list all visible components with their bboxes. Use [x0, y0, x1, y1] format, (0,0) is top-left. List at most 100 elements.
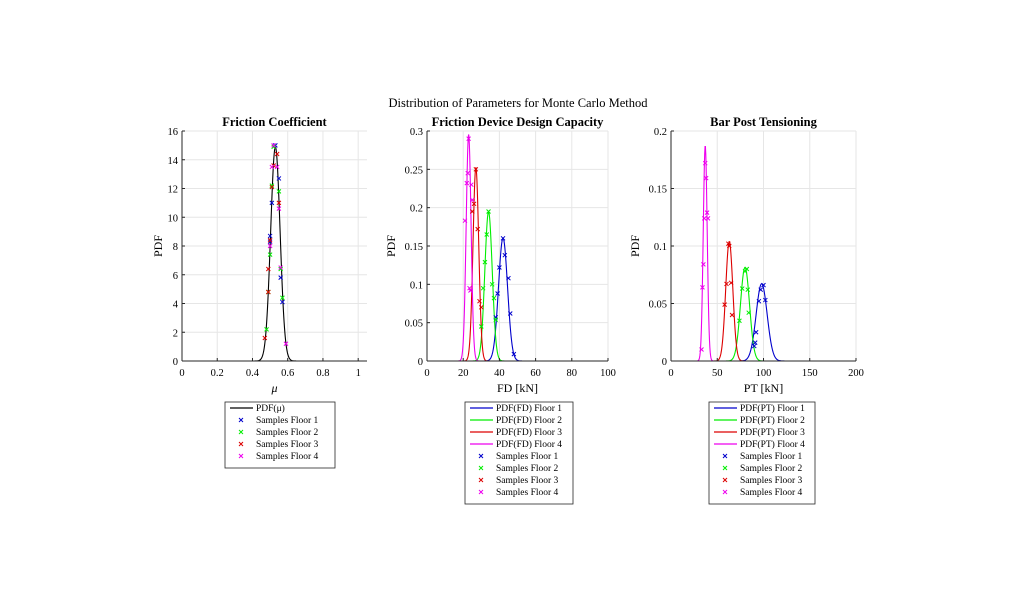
sample-point-samples-floor-4	[700, 285, 705, 290]
sample-point-samples-floor-1	[762, 297, 768, 303]
sample-point-samples-floor-2	[744, 266, 750, 272]
sample-point-samples-floor-2	[276, 189, 282, 194]
sample-point-samples-floor-2	[486, 209, 491, 214]
sample-point-samples-floor-4	[467, 285, 472, 291]
sample-point-samples-floor-4	[274, 164, 280, 170]
x-tick-label: 50	[712, 368, 723, 379]
sample-point-samples-floor-2	[745, 287, 751, 293]
sample-point-samples-floor-1	[506, 275, 511, 281]
x-tick-label: 150	[802, 368, 818, 379]
sample-point-samples-floor-1	[502, 252, 508, 258]
pdf-curve-pdf-fd-floor-3	[427, 167, 608, 362]
sample-point-samples-floor-4	[705, 216, 711, 221]
x-tick-label: 40	[494, 368, 505, 379]
sample-point-samples-floor-4	[704, 210, 710, 216]
sample-point-samples-floor-2	[478, 324, 484, 329]
sample-point-samples-floor-4	[466, 136, 471, 142]
x-tick-label: 0.6	[281, 368, 294, 379]
x-axis-label: PT [kN]	[744, 381, 783, 395]
y-tick-label: 8	[173, 242, 178, 253]
sample-point-samples-floor-1	[500, 235, 506, 241]
sample-point-samples-floor-1	[497, 265, 502, 270]
legend-marker-swatch	[478, 453, 484, 459]
x-tick-label: 0	[668, 368, 673, 379]
sample-point-samples-floor-4	[469, 197, 475, 203]
sample-point-samples-floor-2	[278, 266, 284, 272]
chart-title: Friction Device Design Capacity	[432, 115, 605, 129]
sample-point-samples-floor-3	[265, 266, 271, 272]
y-tick-label: 0.3	[410, 127, 423, 138]
chart-title: Bar Post Tensioning	[710, 115, 818, 129]
legend-marker-swatch	[478, 465, 484, 471]
sample-point-samples-floor-3	[262, 335, 268, 341]
legend-entry: Samples Floor 1	[740, 452, 803, 462]
sample-point-samples-floor-3	[475, 226, 481, 232]
sample-point-samples-floor-1	[758, 287, 764, 293]
legend-marker-swatch	[238, 441, 244, 447]
x-tick-label: 0.8	[316, 368, 329, 379]
sample-point-samples-floor-2	[491, 295, 497, 301]
y-tick-label: 0	[418, 357, 423, 368]
sample-point-samples-floor-1	[761, 282, 766, 288]
x-tick-label: 60	[530, 368, 541, 379]
y-tick-label: 0	[173, 357, 178, 368]
sample-point-samples-floor-2	[269, 183, 275, 188]
sample-point-samples-floor-1	[269, 200, 275, 206]
y-tick-label: 0.2	[410, 204, 423, 215]
sample-point-samples-floor-2	[484, 232, 490, 237]
sample-point-samples-floor-4	[468, 182, 474, 188]
sample-point-samples-floor-4	[269, 164, 275, 170]
x-tick-label: 100	[756, 368, 772, 379]
pdf-curve-pdf-fd-floor-4	[427, 134, 608, 362]
x-tick-label: 0.4	[246, 368, 260, 379]
sample-point-samples-floor-1	[756, 298, 762, 304]
sample-point-samples-floor-3	[269, 184, 275, 190]
sample-point-samples-floor-1	[751, 343, 757, 349]
legend-entry: PDF(PT) Floor 2	[740, 415, 805, 426]
legend-entry: Samples Floor 2	[496, 464, 559, 474]
sample-point-samples-floor-1	[267, 233, 273, 239]
sample-point-samples-floor-2	[482, 259, 488, 265]
y-tick-label: 14	[168, 156, 179, 167]
sample-point-samples-floor-2	[737, 318, 742, 324]
sample-point-samples-floor-2	[267, 252, 273, 257]
legend-entry: PDF(PT) Floor 3	[740, 427, 805, 438]
y-tick-label: 0.25	[405, 165, 423, 176]
x-tick-label: 200	[848, 368, 864, 379]
legend-entry: PDF(FD) Floor 2	[496, 415, 562, 426]
sample-point-samples-floor-3	[729, 312, 735, 318]
sample-point-samples-floor-3	[722, 302, 728, 308]
legend-box	[224, 401, 336, 469]
sample-point-samples-floor-2	[271, 144, 276, 150]
legend-marker-swatch	[478, 477, 484, 483]
y-tick-label: 6	[173, 271, 178, 282]
legend-entry: Samples Floor 3	[256, 440, 319, 450]
sample-point-samples-floor-4	[465, 170, 471, 176]
legend-marker-swatch	[478, 489, 484, 495]
sample-point-samples-floor-1	[511, 351, 517, 357]
sample-point-samples-floor-3	[473, 166, 479, 172]
legend-entry: PDF(PT) Floor 1	[740, 403, 805, 414]
sample-point-samples-floor-4	[276, 206, 282, 211]
legend-entry: PDF(μ)	[256, 403, 285, 414]
legend-entry: Samples Floor 2	[256, 428, 319, 438]
legend-entry: PDF(PT) Floor 4	[740, 439, 805, 450]
legend-box	[464, 401, 574, 505]
x-tick-label: 0	[179, 368, 184, 379]
sample-point-samples-floor-4	[283, 341, 289, 347]
y-tick-label: 4	[173, 300, 179, 311]
sample-point-samples-floor-2	[489, 281, 495, 287]
sample-point-samples-floor-3	[728, 280, 734, 286]
y-tick-label: 0.15	[649, 185, 667, 196]
sample-point-samples-floor-1	[752, 340, 758, 345]
y-tick-label: 0.2	[654, 127, 667, 138]
legend-entry: PDF(FD) Floor 1	[496, 403, 562, 414]
sample-point-samples-floor-3	[726, 243, 732, 249]
sample-point-samples-floor-2	[746, 310, 752, 316]
sample-point-samples-floor-4	[267, 243, 273, 249]
legend-marker-swatch	[238, 429, 244, 435]
legend-marker-swatch	[238, 453, 244, 459]
